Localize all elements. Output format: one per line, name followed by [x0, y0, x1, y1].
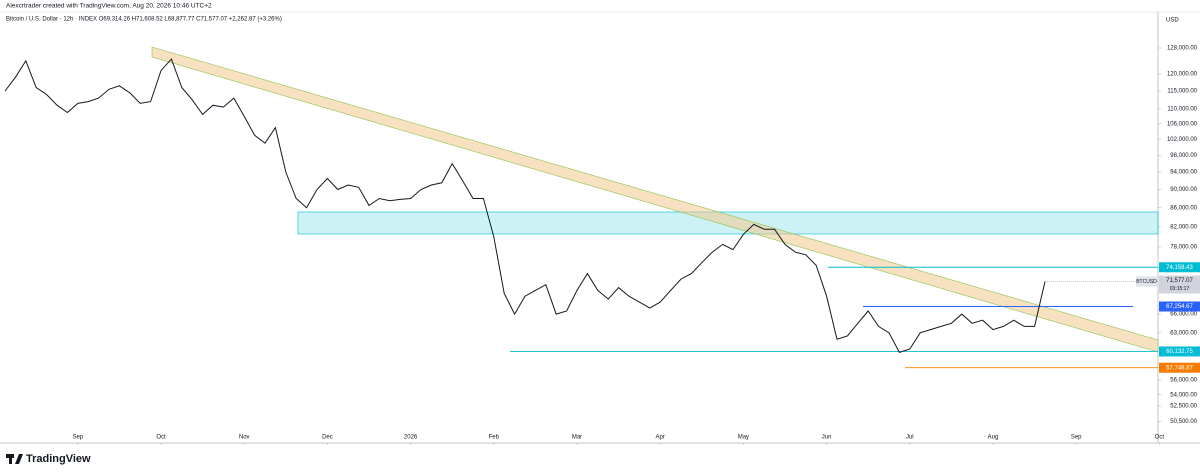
symbol-tag-label: BTCUSD — [1136, 279, 1157, 285]
brand: TradingView — [26, 453, 91, 465]
symbol-tag — [1136, 276, 1157, 287]
y-tick-label: 66,000.00 — [1170, 312, 1197, 318]
price-tag-label: 67,254.67 — [1166, 304, 1193, 310]
y-tick-label: 52,500.00 — [1170, 404, 1197, 410]
x-tick-label: Feb — [489, 435, 500, 441]
logo-mark — [9, 458, 12, 464]
x-tick-label: 2026 — [404, 435, 418, 441]
y-tick-label: 94,000.00 — [1170, 170, 1197, 176]
y-tick-label: 78,000.00 — [1170, 245, 1197, 251]
trend-channel — [151, 46, 1159, 353]
logo-mark — [6, 454, 14, 458]
y-tick-label: 120,000.00 — [1167, 72, 1198, 78]
y-tick-label: 115,000.00 — [1167, 89, 1197, 95]
symbol-info: Bitcoin / U.S. Dollar · 12h · INDEX O69,… — [6, 17, 282, 23]
last-price-tag — [1159, 275, 1200, 294]
y-tick-label: 110,000.00 — [1167, 106, 1197, 112]
x-tick-label: Oct — [1155, 435, 1165, 441]
credit: Alexcrtrader created with TradingView.co… — [6, 3, 212, 10]
y-tick-label: 82,000.00 — [1170, 224, 1197, 230]
y-tick-label: 106,000.00 — [1167, 121, 1198, 127]
y-tick-label: 54,000.00 — [1170, 392, 1197, 398]
x-tick-label: Aug — [988, 435, 999, 441]
logo-mark — [15, 454, 23, 464]
logo: TradingView — [6, 453, 91, 465]
x-tick-label: May — [738, 435, 749, 441]
countdown: 03:15:17 — [1170, 286, 1190, 292]
price-tag — [1159, 301, 1200, 312]
x-tick-label: Jul — [906, 435, 914, 441]
y-tick-label: 98,000.00 — [1170, 153, 1197, 159]
x-tick-label: Oct — [156, 435, 166, 441]
price-tag-label: 57,748.87 — [1166, 365, 1193, 371]
x-tick-label: Sep — [72, 435, 83, 441]
y-tick-label: 102,000.00 — [1167, 137, 1198, 143]
y-tick-label: 128,000.00 — [1167, 46, 1198, 52]
x-tick-label: Nov — [239, 435, 250, 441]
last-price-label: 71,577.07 — [1166, 278, 1193, 284]
y-tick-label: 90,000.00 — [1170, 187, 1197, 193]
y-tick-label: 56,000.00 — [1170, 378, 1197, 384]
x-tick-label: Sep — [1071, 435, 1082, 441]
y-tick-label: 50,500.00 — [1170, 419, 1197, 425]
x-tick-label: Jun — [822, 435, 832, 441]
x-tick-label: Apr — [656, 435, 665, 441]
x-tick-label: Dec — [322, 435, 333, 441]
price-tag — [1159, 362, 1200, 373]
price-line — [4, 58, 1046, 354]
y-tick-label: 86,000.00 — [1170, 205, 1197, 211]
y-tick-label: 63,000.00 — [1170, 330, 1197, 336]
currency: USD — [1166, 18, 1179, 24]
x-tick-label: Mar — [572, 435, 582, 441]
price-tag-label: 60,132.75 — [1166, 349, 1193, 355]
price-tag-label: 74,158.43 — [1166, 265, 1193, 271]
price-tag — [1159, 262, 1200, 273]
price-tag — [1159, 346, 1200, 357]
